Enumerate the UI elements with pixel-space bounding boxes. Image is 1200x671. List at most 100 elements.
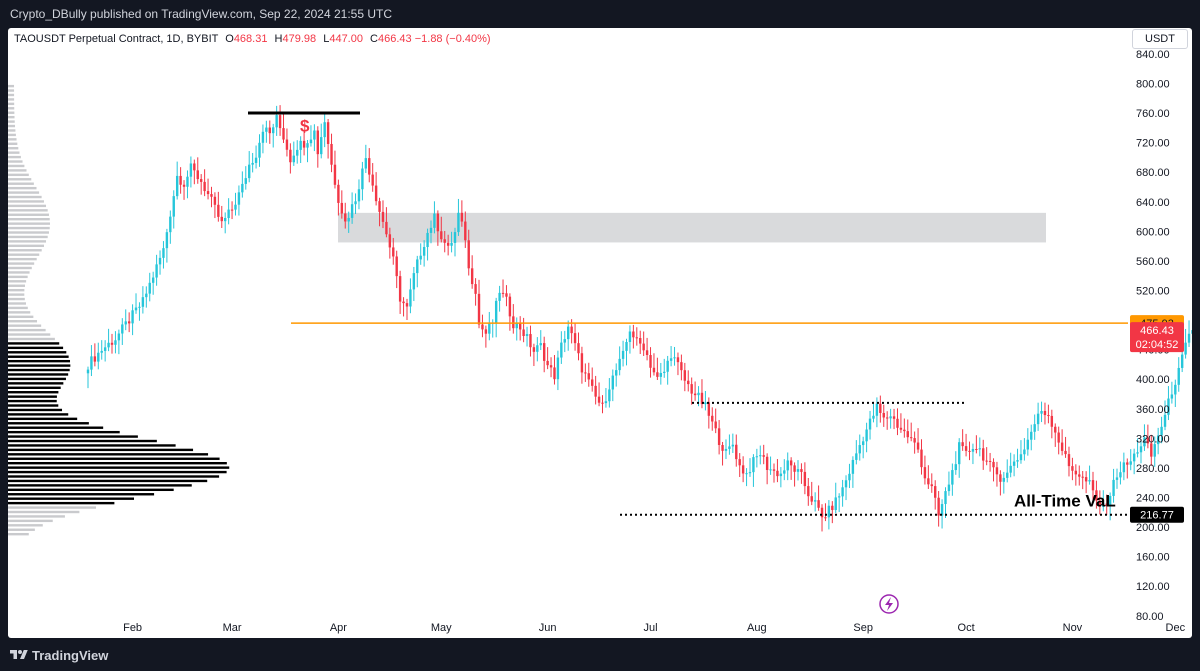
candle-body xyxy=(1174,384,1177,395)
volume-profile-bar xyxy=(8,391,59,394)
candle-body xyxy=(416,259,419,274)
candle-body xyxy=(313,130,316,140)
candle-body xyxy=(364,158,368,169)
all-time-val-label[interactable]: All-Time VaL xyxy=(1014,491,1116,510)
candle-body xyxy=(124,321,127,325)
candle-body xyxy=(584,372,587,374)
candle-body xyxy=(793,465,796,472)
candle-body xyxy=(1009,465,1012,473)
candle-body xyxy=(275,115,278,128)
candle-body xyxy=(299,140,302,150)
candle-body xyxy=(704,402,707,405)
volume-profile-bar xyxy=(8,493,155,496)
candle-body xyxy=(906,431,909,438)
price-chart[interactable]: $ All-Time VaL 80.00 120.00 160.00 200.00 24… xyxy=(8,28,1192,638)
candle-body xyxy=(752,457,755,473)
candle-body xyxy=(1054,426,1057,433)
candle-body xyxy=(783,470,786,474)
candle-body xyxy=(755,456,759,458)
candle-body xyxy=(378,201,381,212)
candle-body xyxy=(1084,477,1088,482)
candle-body xyxy=(1160,426,1163,436)
month-tick-label: Jul xyxy=(643,622,657,634)
candle-body xyxy=(1026,439,1030,450)
candle-body xyxy=(1139,446,1143,453)
candles xyxy=(86,105,1192,532)
candle-body xyxy=(577,343,580,354)
candle-body xyxy=(645,350,649,356)
dollar-annotation[interactable]: $ xyxy=(300,117,310,136)
candle-body xyxy=(443,239,446,243)
candle-body xyxy=(934,486,937,498)
candle-body xyxy=(628,331,632,343)
candle-body xyxy=(1019,454,1023,461)
candle-body xyxy=(145,293,148,298)
volume-profile-bar xyxy=(8,98,15,101)
volume-profile-bar xyxy=(8,306,28,310)
candle-body xyxy=(563,339,566,343)
candle-body xyxy=(241,183,244,193)
month-tick-label: Apr xyxy=(330,622,347,634)
candle-body xyxy=(265,127,268,132)
price-axis[interactable]: 80.00 120.00 160.00 200.00 240.00 280.00 320.0… xyxy=(1136,49,1170,623)
volume-profile-bar xyxy=(8,497,135,500)
candle-body xyxy=(1064,450,1067,455)
candle-body xyxy=(1156,435,1160,445)
candle-body xyxy=(213,196,217,205)
candle-body xyxy=(422,247,426,256)
candle-body xyxy=(985,460,988,462)
volume-profile-bar xyxy=(8,524,43,527)
candle-body xyxy=(450,242,453,246)
candle-body xyxy=(539,343,542,346)
volume-profile-bar xyxy=(8,142,18,145)
volume-profile-bar xyxy=(8,519,53,523)
volume-profile-bar xyxy=(8,293,25,296)
candle-body xyxy=(1143,437,1146,447)
candle-body xyxy=(405,303,409,307)
candle-body xyxy=(518,322,522,330)
resistance-zone[interactable] xyxy=(338,212,1046,243)
candle-body xyxy=(1012,461,1016,466)
candle-body xyxy=(100,350,103,353)
candle-body xyxy=(165,232,169,249)
candle-body xyxy=(199,179,203,182)
candle-body xyxy=(302,140,306,148)
volume-profile-bar xyxy=(8,439,157,443)
volume-profile-bar xyxy=(8,288,25,292)
candle-body xyxy=(817,500,820,508)
volume-profile-bar xyxy=(8,382,64,385)
candle-body xyxy=(618,358,621,371)
month-tick-label: Aug xyxy=(747,622,767,634)
candle-body xyxy=(244,178,247,184)
chart-panel[interactable]: $ All-Time VaL 80.00 120.00 160.00 200.00 24… xyxy=(8,28,1192,638)
candle-body xyxy=(282,128,285,140)
price-tick-label: 400.00 xyxy=(1136,374,1170,386)
volume-profile-bar xyxy=(8,169,27,172)
candle-body xyxy=(968,450,971,452)
candle-body xyxy=(910,437,913,439)
candle-body xyxy=(189,163,193,177)
candle-body xyxy=(724,448,728,451)
volume-profile-bar xyxy=(8,107,15,110)
volume-profile-bar xyxy=(8,466,230,469)
candle-body xyxy=(807,486,810,497)
time-axis[interactable]: Feb Mar Apr May Jun Jul Aug Sep Oct Nov Dec xyxy=(123,622,1185,634)
price-tick-label: 520.00 xyxy=(1136,285,1170,297)
volume-profile-bar xyxy=(8,129,16,132)
candle-body xyxy=(834,497,837,511)
candle-body xyxy=(1122,462,1126,473)
volume-profile-bar xyxy=(8,311,31,314)
volume-profile-bar xyxy=(8,257,37,261)
candle-body xyxy=(272,127,275,134)
candle-body xyxy=(676,357,680,363)
volume-profile-bar xyxy=(8,333,51,336)
candle-body xyxy=(810,496,813,502)
volume-profile-bar xyxy=(8,324,42,327)
candle-body xyxy=(158,257,162,265)
lightning-icon[interactable] xyxy=(879,594,899,614)
candle-body xyxy=(501,292,505,294)
candle-body xyxy=(772,469,776,471)
currency-button[interactable]: USDT xyxy=(1132,29,1188,49)
candle-body xyxy=(964,446,968,451)
candle-body xyxy=(813,500,817,502)
